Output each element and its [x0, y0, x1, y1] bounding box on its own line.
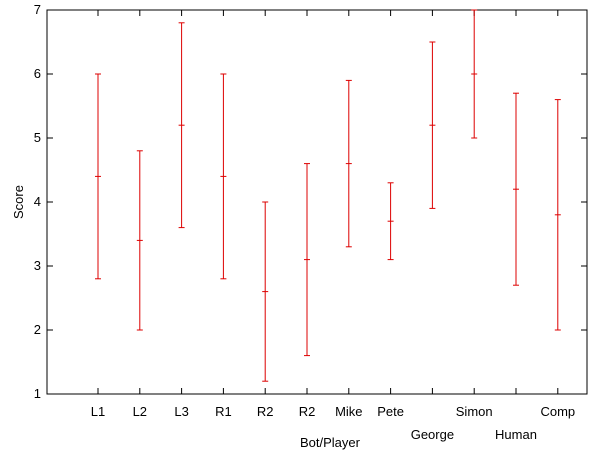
x-tick-label: Simon [456, 404, 493, 419]
error-bar [387, 182, 394, 261]
error-bar [429, 41, 436, 209]
x-tick-label: R2 [257, 404, 274, 419]
error-bar [345, 79, 352, 248]
x-tick-label: Mike [335, 404, 362, 419]
y-tick-label: 6 [34, 66, 41, 81]
x-tick-label: R1 [215, 404, 232, 419]
error-bar [554, 99, 561, 331]
x-tick-label: L3 [174, 404, 188, 419]
y-tick-label: 4 [34, 194, 41, 209]
error-bars [95, 9, 561, 382]
error-bar [262, 201, 269, 382]
x-tick-label: L2 [133, 404, 147, 419]
error-bar [471, 9, 478, 139]
y-axis: 1 2 3 4 5 6 7 [34, 2, 587, 401]
error-bar [178, 22, 185, 229]
error-bar [304, 163, 310, 357]
x-tick-label: Human [495, 427, 537, 442]
x-tick-label: Comp [540, 404, 575, 419]
y-tick-label: 7 [34, 2, 41, 17]
x-tick-label: Pete [377, 404, 404, 419]
x-tick-label: L1 [91, 404, 105, 419]
error-bar [95, 73, 101, 280]
x-axis-label: Bot/Player [300, 435, 361, 450]
y-tick-label: 1 [34, 386, 41, 401]
x-tick-label: R2 [299, 404, 316, 419]
error-bar [136, 150, 143, 331]
y-tick-label: 3 [34, 258, 41, 273]
y-axis-label: Score [11, 185, 26, 219]
error-bar [513, 92, 519, 286]
y-tick-label: 2 [34, 322, 41, 337]
y-tick-label: 5 [34, 130, 41, 145]
x-tick-label: George [411, 427, 454, 442]
plot-frame [46, 9, 588, 395]
error-bar [220, 73, 227, 280]
